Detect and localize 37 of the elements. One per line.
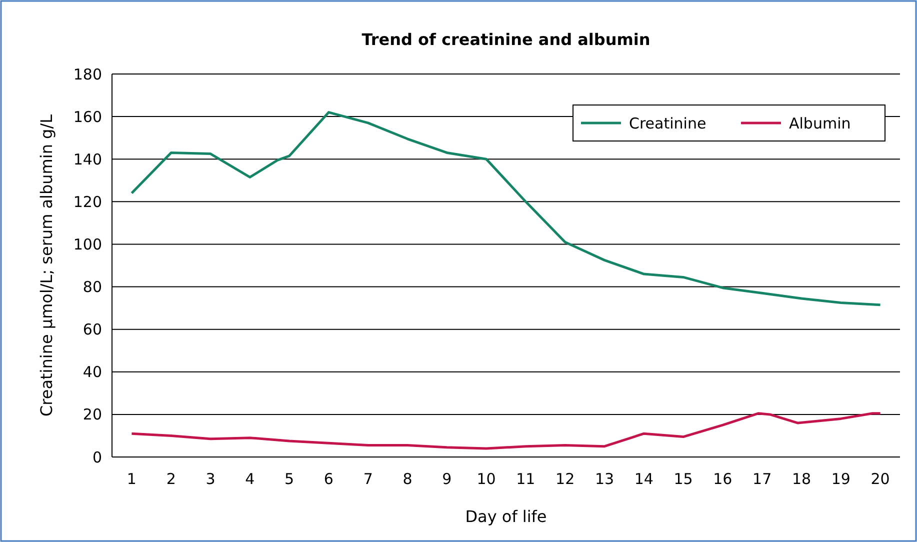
x-tick-label: 10 bbox=[476, 470, 496, 488]
x-tick-label: 6 bbox=[324, 470, 334, 488]
x-tick-label: 7 bbox=[363, 470, 373, 488]
y-tick-label: 180 bbox=[73, 65, 102, 84]
legend-label: Albumin bbox=[789, 114, 851, 132]
x-tick-label: 2 bbox=[166, 470, 176, 488]
y-axis-title: Creatinine µmol/L; serum albumin g/L bbox=[37, 114, 56, 417]
x-tick-label: 8 bbox=[402, 470, 412, 488]
y-tick-label: 140 bbox=[73, 150, 102, 168]
y-tick-label: 40 bbox=[82, 363, 102, 382]
x-tick-label: 9 bbox=[442, 470, 452, 488]
y-tick-label: 80 bbox=[82, 278, 102, 296]
legend-label: Creatinine bbox=[629, 114, 706, 132]
x-tick-label: 11 bbox=[516, 470, 536, 488]
x-tick-label: 15 bbox=[674, 470, 693, 488]
x-tick-label: 17 bbox=[752, 470, 772, 488]
x-tick-label: 4 bbox=[245, 470, 255, 488]
x-tick-label: 20 bbox=[870, 470, 890, 488]
y-tick-label: 60 bbox=[82, 320, 102, 339]
x-tick-label: 1 bbox=[126, 470, 136, 488]
y-tick-label: 20 bbox=[82, 406, 102, 424]
x-tick-label: 12 bbox=[556, 470, 575, 488]
chart-title: Trend of creatinine and albumin bbox=[362, 30, 650, 49]
x-tick-label: 3 bbox=[206, 470, 216, 488]
y-tick-label: 120 bbox=[73, 192, 102, 211]
x-axis-title: Day of life bbox=[465, 507, 547, 526]
x-tick-label: 5 bbox=[284, 470, 294, 488]
x-tick-label: 16 bbox=[713, 470, 732, 488]
x-tick-label: 14 bbox=[634, 470, 654, 488]
x-tick-label: 19 bbox=[831, 470, 850, 488]
x-tick-label: 13 bbox=[594, 470, 614, 488]
y-tick-label: 160 bbox=[73, 108, 102, 126]
x-tick-label: 18 bbox=[792, 470, 812, 488]
line-series bbox=[130, 412, 882, 450]
y-tick-label: 0 bbox=[92, 448, 102, 466]
line-series bbox=[130, 111, 882, 306]
y-tick-label: 100 bbox=[73, 235, 102, 254]
